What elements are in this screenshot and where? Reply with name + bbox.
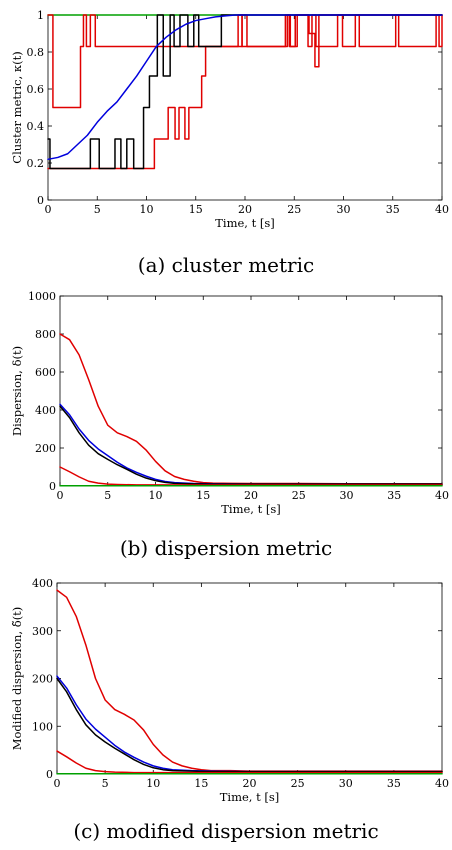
x-tick-label: 25 [292, 489, 306, 502]
x-tick-label: 25 [291, 777, 305, 790]
x-tick-label: 30 [340, 489, 354, 502]
x-tick-label: 10 [140, 203, 154, 216]
y-tick-label: 200 [35, 442, 56, 455]
series-line-4 [56, 750, 443, 774]
y-axis-label: Cluster metric, κ(t) [10, 51, 24, 163]
y-axis-label: Modified dispersion, δ̃(t) [10, 607, 24, 751]
series-line-3 [47, 14, 443, 170]
x-tick-label: 20 [244, 489, 258, 502]
x-tick-label: 15 [189, 203, 203, 216]
panel-caption: (b) dispersion metric [120, 536, 332, 560]
x-tick-label: 35 [387, 777, 401, 790]
plot-frame [47, 14, 443, 201]
plot-frame [59, 295, 443, 487]
y-tick-label: 0.6 [27, 83, 45, 96]
x-tick-label: 0 [45, 203, 52, 216]
x-tick-label: 5 [102, 777, 109, 790]
x-tick-label: 5 [94, 203, 101, 216]
x-tick-label: 10 [149, 489, 163, 502]
x-tick-label: 15 [196, 489, 210, 502]
x-tick-label: 35 [386, 203, 400, 216]
x-tick-label: 0 [54, 777, 61, 790]
x-tick-label: 15 [194, 777, 208, 790]
y-tick-label: 600 [35, 366, 56, 379]
x-axis-label: Time, t [s] [215, 216, 275, 230]
x-tick-label: 20 [243, 777, 257, 790]
y-tick-label: 800 [35, 328, 56, 341]
series-line-3 [56, 677, 443, 773]
x-tick-label: 40 [435, 203, 449, 216]
series-line-4 [47, 14, 443, 170]
x-tick-label: 20 [238, 203, 252, 216]
panel-caption: (a) cluster metric [138, 253, 314, 277]
series-line-2 [47, 14, 443, 109]
y-tick-label: 400 [35, 404, 56, 417]
y-tick-label: 300 [32, 625, 53, 638]
series-line-1 [56, 589, 443, 772]
x-tick-label: 0 [57, 489, 64, 502]
series-line-4 [59, 466, 443, 486]
y-tick-label: 0.4 [27, 120, 45, 133]
series-line-2 [59, 403, 443, 485]
y-axis-label: Dispersion, δ(t) [10, 346, 24, 436]
series-line-3 [59, 405, 443, 485]
x-tick-label: 30 [337, 203, 351, 216]
series-line-5 [47, 14, 443, 161]
x-tick-label: 40 [435, 777, 449, 790]
y-tick-label: 0.8 [27, 46, 45, 59]
x-axis-label: Time, t [s] [220, 790, 280, 804]
x-tick-label: 40 [435, 489, 449, 502]
x-tick-label: 30 [339, 777, 353, 790]
y-tick-label: 1 [37, 9, 44, 22]
y-tick-label: 100 [32, 720, 53, 733]
series-line-2 [56, 675, 443, 773]
x-tick-label: 35 [387, 489, 401, 502]
x-tick-label: 25 [287, 203, 301, 216]
y-tick-label: 0 [37, 194, 44, 207]
series-line-1 [59, 333, 443, 485]
x-axis-label: Time, t [s] [221, 502, 281, 516]
x-tick-label: 10 [146, 777, 160, 790]
y-tick-label: 0 [46, 768, 53, 781]
y-tick-label: 1000 [28, 290, 56, 303]
y-tick-label: 0 [49, 480, 56, 493]
y-tick-label: 200 [32, 673, 53, 686]
x-tick-label: 5 [104, 489, 111, 502]
y-tick-label: 0.2 [27, 157, 45, 170]
y-tick-label: 400 [32, 577, 53, 590]
panel-caption: (c) modified dispersion metric [73, 819, 378, 843]
